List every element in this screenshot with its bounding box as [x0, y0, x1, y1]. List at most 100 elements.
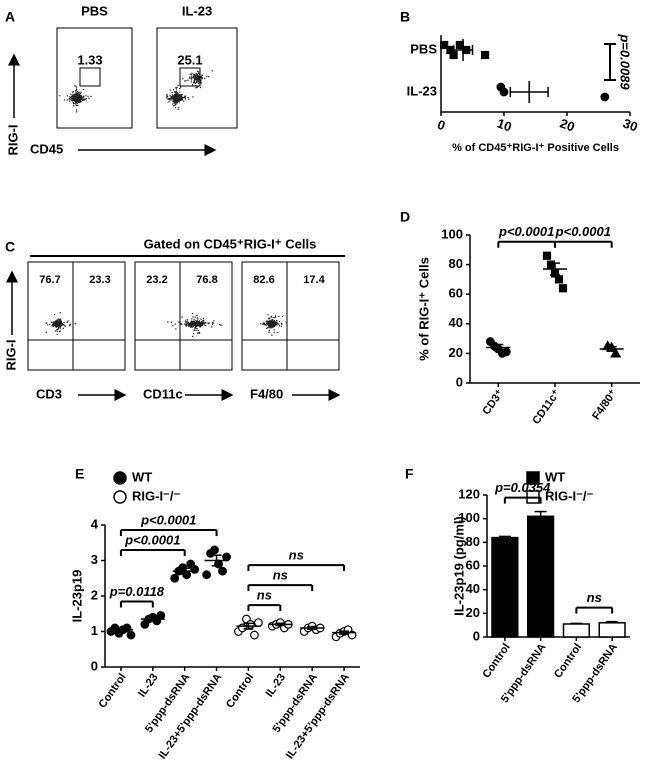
flow-event	[72, 90, 74, 93]
legend-label: RIG-I⁻/⁻	[132, 488, 181, 503]
flow-event	[166, 95, 169, 98]
y-tick-label: 60	[466, 557, 480, 572]
flow-event	[56, 320, 58, 323]
flow-event	[265, 324, 267, 327]
x-axis-title: CD11c	[143, 386, 183, 401]
flow-event	[54, 330, 57, 332]
flow-event	[197, 75, 199, 77]
flow-event	[273, 319, 276, 322]
flow-event	[171, 91, 173, 94]
significance-label: p=0.0118	[109, 584, 165, 599]
panel-label: E	[75, 466, 84, 482]
flow-event	[184, 95, 186, 97]
flow-event	[175, 87, 177, 89]
flow-event	[175, 94, 177, 96]
flow-event	[169, 89, 172, 91]
flow-event	[75, 103, 77, 105]
flow-event	[198, 320, 201, 322]
flow-event	[191, 312, 194, 315]
flow-event	[179, 86, 182, 88]
flow-event	[191, 321, 194, 324]
flow-event	[193, 325, 196, 327]
flow-event	[278, 323, 280, 325]
flow-event	[73, 105, 75, 107]
flow-event	[219, 323, 221, 326]
flow-event	[75, 111, 78, 113]
quadrant-value: 82.6	[253, 274, 274, 286]
data-point	[254, 618, 263, 628]
flow-event	[267, 321, 269, 323]
flow-event	[273, 331, 275, 333]
flow-event	[173, 105, 175, 107]
flow-event	[59, 320, 61, 322]
flow-event	[281, 315, 284, 318]
flow-event	[196, 70, 199, 73]
flow-event	[271, 320, 273, 322]
flow-event	[73, 99, 75, 102]
flow-event	[75, 88, 78, 91]
x-tick-label: CD3⁺	[480, 387, 506, 417]
flow-event	[68, 324, 71, 326]
flow-event	[47, 324, 49, 326]
flow-event	[88, 97, 90, 99]
flow-event	[191, 318, 193, 320]
flow-event	[195, 324, 198, 327]
data-point	[210, 545, 219, 555]
flow-event	[83, 95, 85, 97]
flow-event	[79, 99, 82, 102]
significance-label: ns	[257, 588, 272, 603]
flow-event	[182, 100, 185, 102]
flow-event	[190, 79, 193, 81]
flow-event	[190, 77, 193, 80]
flow-event	[191, 335, 194, 338]
gate-value: 1.33	[77, 52, 102, 67]
flow-event	[78, 93, 81, 96]
flow-event	[57, 328, 60, 330]
flow-event	[199, 86, 202, 89]
flow-event	[269, 325, 271, 328]
bar	[562, 623, 590, 638]
flow-event	[193, 320, 195, 322]
flow-event	[187, 79, 189, 81]
flow-event	[191, 320, 193, 323]
flow-event	[267, 327, 269, 329]
flow-plot	[241, 261, 340, 371]
flow-event	[276, 331, 278, 334]
flow-event	[59, 318, 61, 321]
flow-event	[199, 324, 202, 326]
flow-event	[51, 325, 53, 327]
flow-event	[195, 76, 198, 79]
flow-event	[175, 103, 177, 105]
significance-label: ns	[273, 568, 288, 583]
flow-event	[178, 107, 180, 109]
flow-event	[177, 97, 180, 99]
significance-label: p<0.0001	[498, 224, 554, 239]
data-point	[218, 566, 227, 576]
y-tick-label: 4	[91, 516, 99, 531]
data-point	[600, 92, 610, 102]
flow-event	[192, 324, 195, 326]
flow-event	[274, 317, 276, 319]
p-value: p=0.0089	[618, 33, 633, 90]
flow-event	[181, 316, 183, 318]
flow-event	[208, 322, 211, 324]
flow-event	[193, 82, 196, 84]
x-tick-label: IL-23	[136, 672, 161, 700]
flow-event	[71, 100, 73, 102]
flow-event	[197, 79, 199, 82]
flow-event	[186, 323, 189, 325]
flow-event	[83, 88, 85, 91]
flow-event	[58, 318, 60, 320]
flow-event	[70, 96, 72, 99]
flow-event	[58, 326, 60, 329]
flow-event	[268, 329, 271, 332]
flow-event	[68, 96, 71, 98]
flow-event	[191, 322, 193, 325]
flow-plot	[134, 261, 233, 371]
flow-event	[192, 316, 194, 318]
significance-label: ns	[587, 590, 602, 605]
flow-event	[182, 77, 184, 80]
flow-event	[69, 100, 71, 102]
flow-event	[265, 323, 267, 325]
